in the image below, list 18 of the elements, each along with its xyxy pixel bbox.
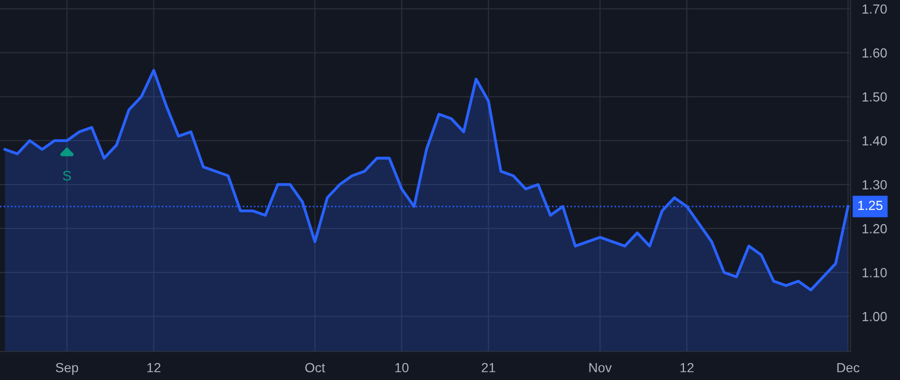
x-tick-label: Oct	[305, 362, 326, 372]
y-tick-label: 1.00	[862, 312, 887, 322]
x-tick-label: 12	[680, 362, 694, 372]
y-tick-label: 1.20	[862, 224, 887, 234]
x-tick-label: Sep	[56, 362, 78, 375]
x-tick-label: Nov	[589, 363, 612, 372]
y-tick-label: 1.50	[862, 92, 887, 102]
y-tick-label: 1.30	[862, 180, 887, 190]
y-tick-label: 1.70	[862, 4, 887, 14]
y-tick-label: 1.40	[862, 136, 887, 146]
x-tick-label: Dec	[837, 363, 860, 372]
x-tick-label: 12	[147, 362, 160, 372]
ref-line-label: 1.25	[858, 200, 882, 210]
y-tick-label: 1.60	[862, 48, 887, 58]
x-tick-label: 10	[395, 362, 409, 372]
annotation: S	[62, 170, 71, 181]
y-tick-label: 1.10	[862, 268, 887, 278]
x-tick-label: 21	[482, 362, 496, 372]
